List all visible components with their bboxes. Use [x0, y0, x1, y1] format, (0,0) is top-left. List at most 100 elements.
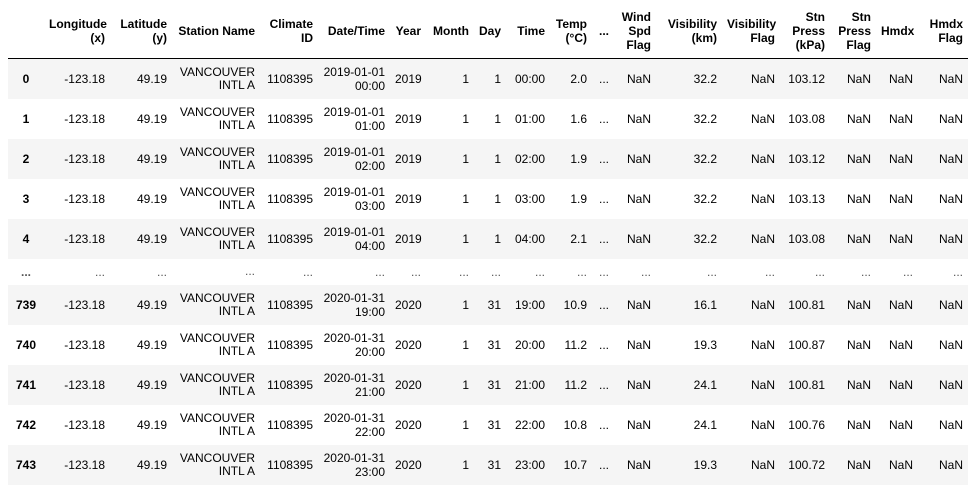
row-index: 0	[22, 71, 30, 86]
cell-lat: ...	[156, 264, 167, 279]
cell-visflag: NaN	[750, 297, 775, 312]
cell-year: 2020	[395, 297, 422, 312]
cell-lat: 49.19	[136, 337, 167, 352]
row-index: 2	[22, 151, 30, 166]
cell-lat: 49.19	[136, 297, 167, 312]
cell-time: 19:00	[514, 297, 545, 312]
cell-day: 1	[494, 71, 501, 86]
cell-year: 2020	[395, 377, 422, 392]
cell-hmdx: NaN	[888, 231, 913, 246]
cell-vis: 16.1	[693, 297, 717, 312]
cell-datetime: 2020-01-31 19:00	[323, 290, 385, 319]
cell-time: 01:00	[514, 111, 545, 126]
cell-windflag: NaN	[626, 71, 651, 86]
cell-windflag: NaN	[626, 297, 651, 312]
cell-windflag: NaN	[626, 337, 651, 352]
table-row: 739 -123.18 49.19 VANCOUVER INTL A 1108395 20…	[8, 284, 968, 325]
column-header-more: ...	[592, 4, 614, 59]
row-index: 742	[15, 417, 37, 432]
cell-month: 1	[462, 297, 469, 312]
cell-station: VANCOUVER INTL A	[179, 104, 255, 132]
table-body: 0 -123.18 49.19 VANCOUVER INTL A 1108395 2019…	[8, 58, 968, 485]
cell-datetime: 2020-01-31 20:00	[323, 330, 385, 359]
cell-more: ...	[598, 457, 609, 472]
cell-lat: 49.19	[136, 231, 167, 246]
cell-more: ...	[598, 297, 609, 312]
cell-hmdx: NaN	[888, 297, 913, 312]
cell-visflag: NaN	[750, 377, 775, 392]
cell-hmdxflag: NaN	[938, 71, 963, 86]
cell-day: 1	[494, 191, 501, 206]
cell-day: 31	[487, 337, 501, 352]
cell-windflag: NaN	[626, 377, 651, 392]
column-header-hmdx: Hmdx	[876, 4, 918, 59]
cell-hmdxflag: NaN	[938, 337, 963, 352]
cell-vis: 32.2	[693, 191, 717, 206]
cell-hmdxflag: NaN	[938, 457, 963, 472]
cell-datetime: 2019-01-01 01:00	[323, 104, 385, 133]
cell-climate: 1108395	[267, 417, 313, 432]
cell-station: VANCOUVER INTL A	[179, 410, 255, 438]
cell-press: 100.81	[788, 297, 825, 312]
cell-month: ...	[458, 264, 469, 279]
row-index: 739	[15, 297, 37, 312]
cell-press: 103.12	[788, 71, 825, 86]
row-index: 740	[15, 337, 37, 352]
cell-month: 1	[462, 191, 469, 206]
cell-hmdxflag: NaN	[938, 417, 963, 432]
cell-lat: 49.19	[136, 151, 167, 166]
table-row: 4 -123.18 49.19 VANCOUVER INTL A 1108395 2019…	[8, 218, 968, 259]
cell-visflag: NaN	[750, 337, 775, 352]
cell-time: 20:00	[514, 337, 545, 352]
cell-temp: 11.2	[564, 337, 587, 352]
cell-pressflag: NaN	[846, 377, 871, 392]
cell-climate: 1108395	[267, 111, 313, 126]
cell-more: ...	[598, 337, 609, 352]
column-header-windflag: Wind Spd Flag	[614, 4, 656, 59]
row-index: 1	[22, 111, 30, 126]
cell-temp: 10.9	[563, 297, 587, 312]
cell-more: ...	[598, 191, 609, 206]
cell-datetime: 2020-01-31 23:00	[323, 450, 385, 479]
table-row: 0 -123.18 49.19 VANCOUVER INTL A 1108395 2019…	[8, 58, 968, 99]
cell-pressflag: NaN	[846, 231, 871, 246]
cell-station: VANCOUVER INTL A	[179, 330, 255, 358]
cell-windflag: NaN	[626, 111, 651, 126]
cell-day: 31	[487, 377, 501, 392]
cell-lon: -123.18	[64, 231, 105, 246]
cell-hmdx: NaN	[888, 71, 913, 86]
dataframe-output: Longitude (x) Latitude (y) Station Name Cli…	[8, 4, 968, 485]
cell-more: ...	[598, 264, 609, 279]
cell-lat: 49.19	[136, 191, 167, 206]
cell-time: ...	[534, 264, 545, 279]
cell-hmdx: NaN	[888, 151, 913, 166]
cell-station: VANCOUVER INTL A	[179, 64, 255, 92]
cell-vis: 32.2	[693, 71, 717, 86]
cell-station: ...	[244, 264, 255, 278]
cell-hmdx: ...	[902, 264, 913, 279]
cell-lon: -123.18	[64, 457, 105, 472]
cell-pressflag: NaN	[846, 151, 871, 166]
cell-day: 1	[494, 231, 501, 246]
cell-temp: 1.9	[570, 151, 587, 166]
cell-vis: 32.2	[693, 111, 717, 126]
cell-hmdx: NaN	[888, 337, 913, 352]
table-row: 743 -123.18 49.19 VANCOUVER INTL A 1108395 20…	[8, 444, 968, 485]
row-index: 4	[22, 231, 30, 246]
ellipsis-row: ........................................…	[8, 258, 968, 285]
cell-datetime: 2020-01-31 21:00	[323, 370, 385, 399]
cell-year: ...	[410, 264, 421, 279]
cell-time: 03:00	[514, 191, 545, 206]
cell-year: 2020	[395, 457, 422, 472]
cell-press: 100.87	[788, 337, 825, 352]
cell-lat: 49.19	[136, 377, 167, 392]
cell-more: ...	[598, 151, 609, 166]
cell-temp: 2.0	[570, 71, 587, 86]
cell-vis: 24.1	[693, 417, 717, 432]
cell-year: 2019	[395, 231, 422, 246]
column-header-pressflag: Stn Press Flag	[830, 4, 876, 59]
cell-day: ...	[490, 264, 501, 279]
cell-day: 31	[487, 417, 501, 432]
index-column-header	[8, 4, 44, 59]
cell-temp: ...	[576, 264, 587, 279]
